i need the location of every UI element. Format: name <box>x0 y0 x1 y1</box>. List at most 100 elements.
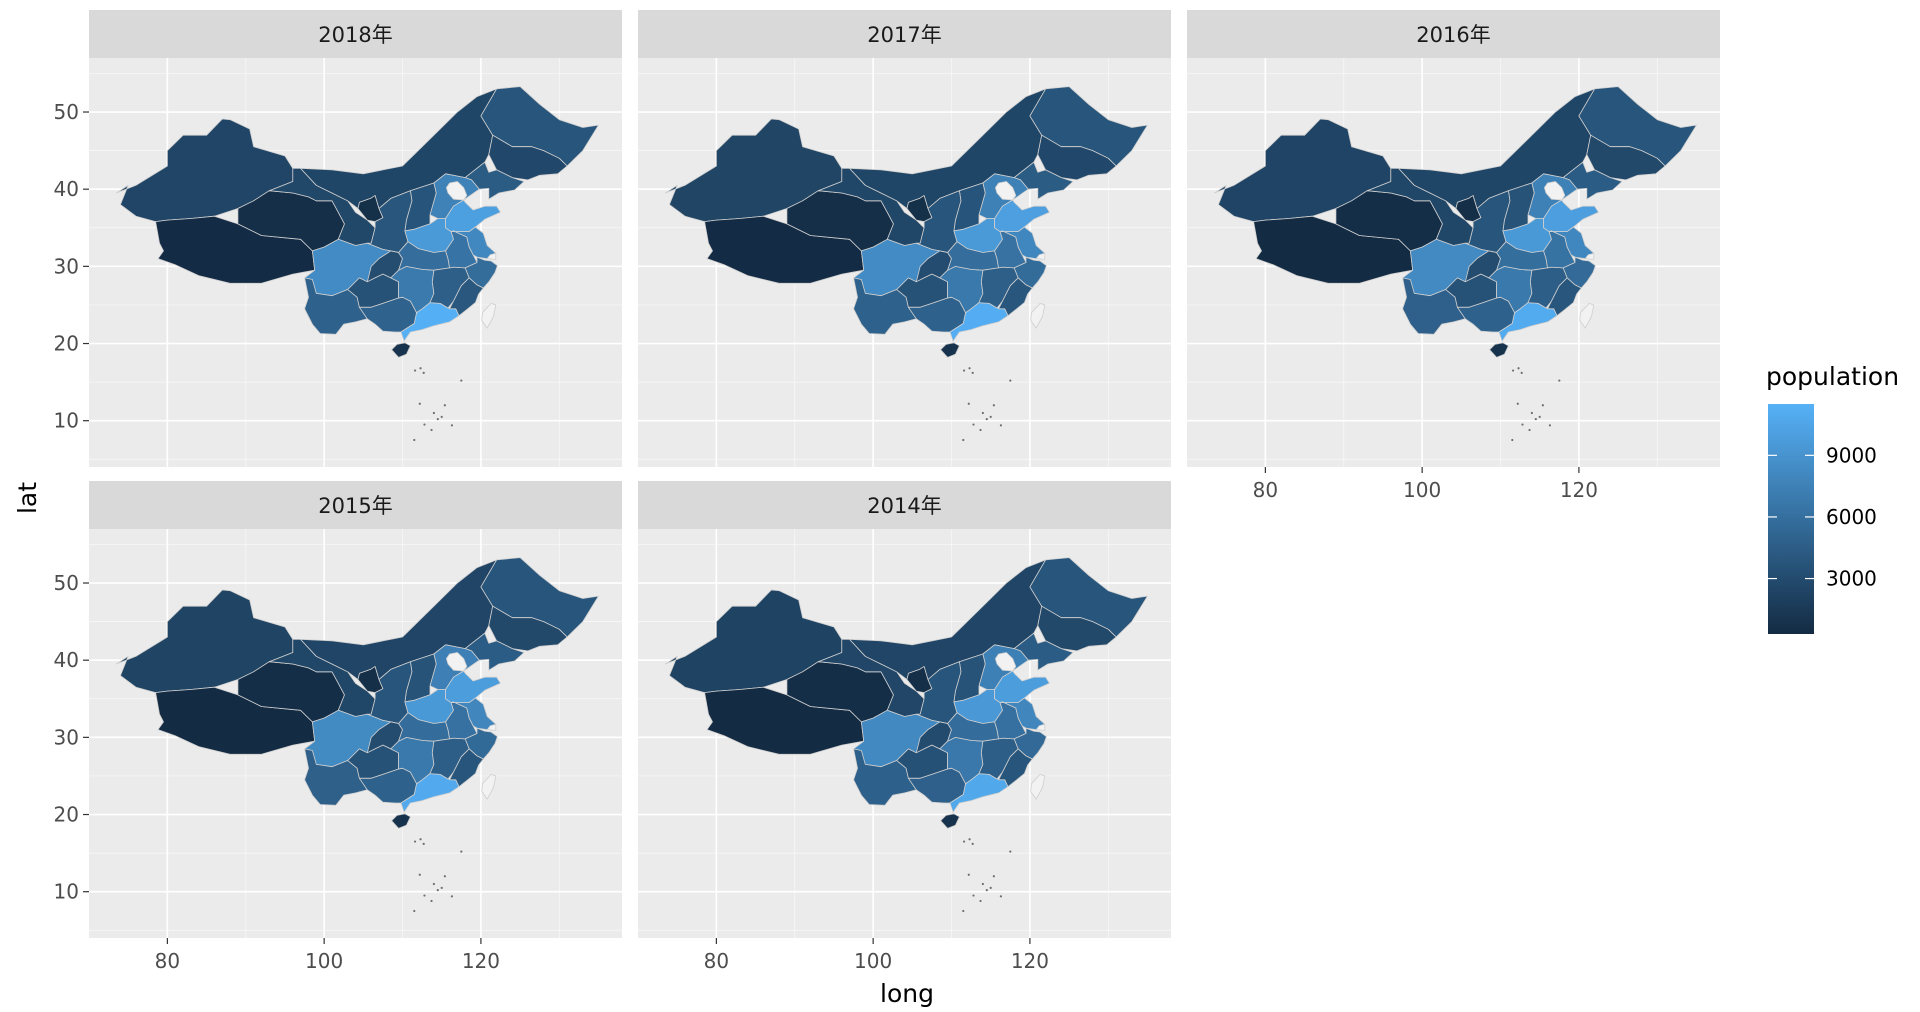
region-shanghai <box>1035 252 1046 260</box>
island-dot <box>460 850 463 853</box>
region-beijing_tianjin <box>445 181 468 201</box>
x-tick-label: 100 <box>305 949 343 973</box>
island-dot <box>962 438 965 442</box>
island-dot <box>430 899 433 903</box>
region-beijing_tianjin <box>995 181 1017 201</box>
x-tick-label: 80 <box>155 949 180 973</box>
island-dot <box>968 367 971 370</box>
island-dot <box>985 889 988 892</box>
x-tick-label: 120 <box>462 949 500 973</box>
legend-title: population <box>1766 362 1899 391</box>
island-dot <box>419 838 422 841</box>
region-shanghai <box>486 723 497 731</box>
facet-strip <box>638 10 1171 58</box>
region-xizang <box>704 215 865 284</box>
x-tick-label: 80 <box>1253 478 1278 502</box>
x-tick-label: 80 <box>704 949 729 973</box>
region-beijing_tianjin <box>995 652 1017 672</box>
region-fujian <box>449 748 484 788</box>
facet-panel: 2018年 <box>89 10 622 467</box>
region-taiwan <box>481 302 497 329</box>
x-axis-title: long <box>880 979 934 1008</box>
legend-break-label: 3000 <box>1826 567 1877 591</box>
region-hainan <box>940 342 960 358</box>
region-hainan <box>391 813 411 829</box>
region-liaoning <box>1562 161 1623 200</box>
y-tick-label: 30 <box>54 725 79 749</box>
island-dot <box>443 404 446 407</box>
region-fujian <box>998 277 1033 317</box>
island-dot <box>1538 415 1541 418</box>
facet-strip <box>89 10 622 58</box>
x-tick-label: 100 <box>854 949 892 973</box>
facet-label: 2017年 <box>867 23 941 47</box>
island-dot <box>1511 369 1515 372</box>
island-dot <box>1541 404 1544 407</box>
region-hainan <box>940 813 960 829</box>
island-dot <box>1520 371 1523 374</box>
island-dot <box>1517 367 1520 370</box>
island-dot <box>460 379 463 382</box>
region-taiwan <box>1579 302 1595 329</box>
y-tick-label: 40 <box>54 177 79 201</box>
island-dot <box>971 842 974 845</box>
region-xizang <box>704 686 865 755</box>
region-liaoning <box>1013 632 1074 671</box>
island-dot <box>979 428 982 432</box>
region-fujian <box>1547 277 1582 317</box>
region-xizang <box>155 686 316 755</box>
y-tick-label: 10 <box>54 409 79 433</box>
island-dot <box>422 371 425 374</box>
color-legend: population 3000 6000 9000 <box>1766 362 1899 634</box>
island-dot <box>967 402 970 405</box>
island-dot <box>423 423 426 426</box>
region-hainan <box>391 342 411 358</box>
island-dot <box>440 886 443 889</box>
island-dot <box>1009 850 1012 853</box>
region-beijing_tianjin <box>1544 181 1566 201</box>
x-tick-label: 120 <box>1560 478 1598 502</box>
facet-panel: 2016年 <box>1187 10 1720 467</box>
island-dot <box>450 424 454 427</box>
region-beijing_tianjin <box>445 652 468 672</box>
facet-label: 2014年 <box>867 494 941 518</box>
island-dot <box>1516 402 1519 405</box>
island-dot <box>981 411 984 415</box>
island-dot <box>418 873 421 876</box>
region-hainan <box>1489 342 1509 358</box>
island-dot <box>1521 423 1524 426</box>
island-dot <box>972 894 975 897</box>
island-dot <box>432 882 435 886</box>
region-taiwan <box>481 774 497 800</box>
y-tick-label: 10 <box>54 880 79 904</box>
island-dot <box>962 909 965 913</box>
island-dot <box>992 404 995 407</box>
island-dot <box>992 875 995 878</box>
island-dot <box>422 842 425 845</box>
island-dot <box>432 411 435 415</box>
y-tick-label: 40 <box>54 648 79 672</box>
y-tick-label: 20 <box>54 332 79 356</box>
island-dot <box>962 840 966 843</box>
island-dot <box>972 423 975 426</box>
legend-break-label: 9000 <box>1826 443 1877 467</box>
island-dot <box>989 886 992 889</box>
region-taiwan <box>1030 302 1046 329</box>
y-tick-label: 50 <box>54 571 79 595</box>
y-tick-label: 50 <box>54 100 79 124</box>
island-dot <box>1528 428 1531 432</box>
island-dot <box>979 899 982 903</box>
island-dot <box>962 369 966 372</box>
island-dot <box>450 895 454 898</box>
island-dot <box>999 424 1003 427</box>
island-dot <box>971 371 974 374</box>
region-shanghai <box>486 252 497 260</box>
region-shanghai <box>1584 252 1595 260</box>
x-tick-label: 120 <box>1011 949 1049 973</box>
facet-strip <box>1187 10 1720 58</box>
island-dot <box>418 402 421 405</box>
island-dot <box>440 415 443 418</box>
region-liaoning <box>464 632 525 671</box>
region-taiwan <box>1030 774 1046 800</box>
facet-label: 2018年 <box>318 23 392 47</box>
